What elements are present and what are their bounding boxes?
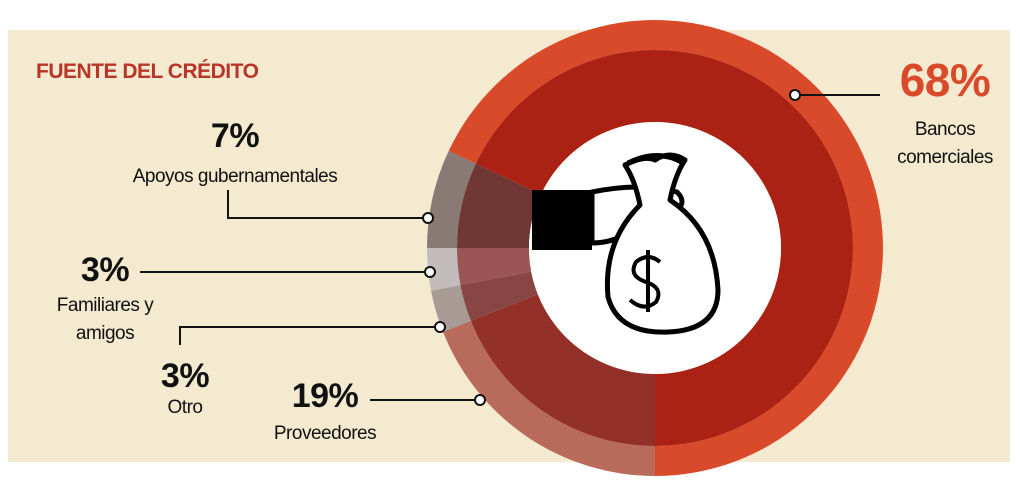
value-label: 3% xyxy=(80,251,130,289)
slice-inner xyxy=(460,271,538,321)
slice-inner xyxy=(475,50,853,447)
leader-line xyxy=(227,190,428,219)
slice-inner xyxy=(457,248,532,286)
chart-title: FUENTE DEL CRÉDITO xyxy=(36,60,259,83)
money-icon xyxy=(532,152,721,335)
leader-dot xyxy=(424,266,436,278)
category-label: Proveedores xyxy=(273,423,377,444)
category-label: Otro xyxy=(167,397,203,418)
slice-outer xyxy=(431,285,471,332)
donut xyxy=(427,19,883,476)
slice-outer xyxy=(427,150,476,248)
value-label: 19% xyxy=(291,377,359,415)
slice-outer xyxy=(427,248,461,291)
category-label: Familiares y amigos xyxy=(56,295,154,344)
leader-line xyxy=(179,326,440,345)
leader-dot xyxy=(474,394,486,406)
value-label: 68% xyxy=(899,54,991,106)
slice-inner xyxy=(470,294,655,446)
value-label: 7% xyxy=(210,117,260,155)
value-label: 3% xyxy=(160,357,210,395)
category-label: Bancos comerciales xyxy=(897,119,993,168)
category-label: Apoyos gubernamentales xyxy=(132,166,338,187)
leaders xyxy=(140,89,880,406)
slice-inner xyxy=(457,163,541,248)
leader-dot xyxy=(789,89,801,101)
leader-dot xyxy=(422,212,434,224)
leader-dot xyxy=(434,321,446,333)
